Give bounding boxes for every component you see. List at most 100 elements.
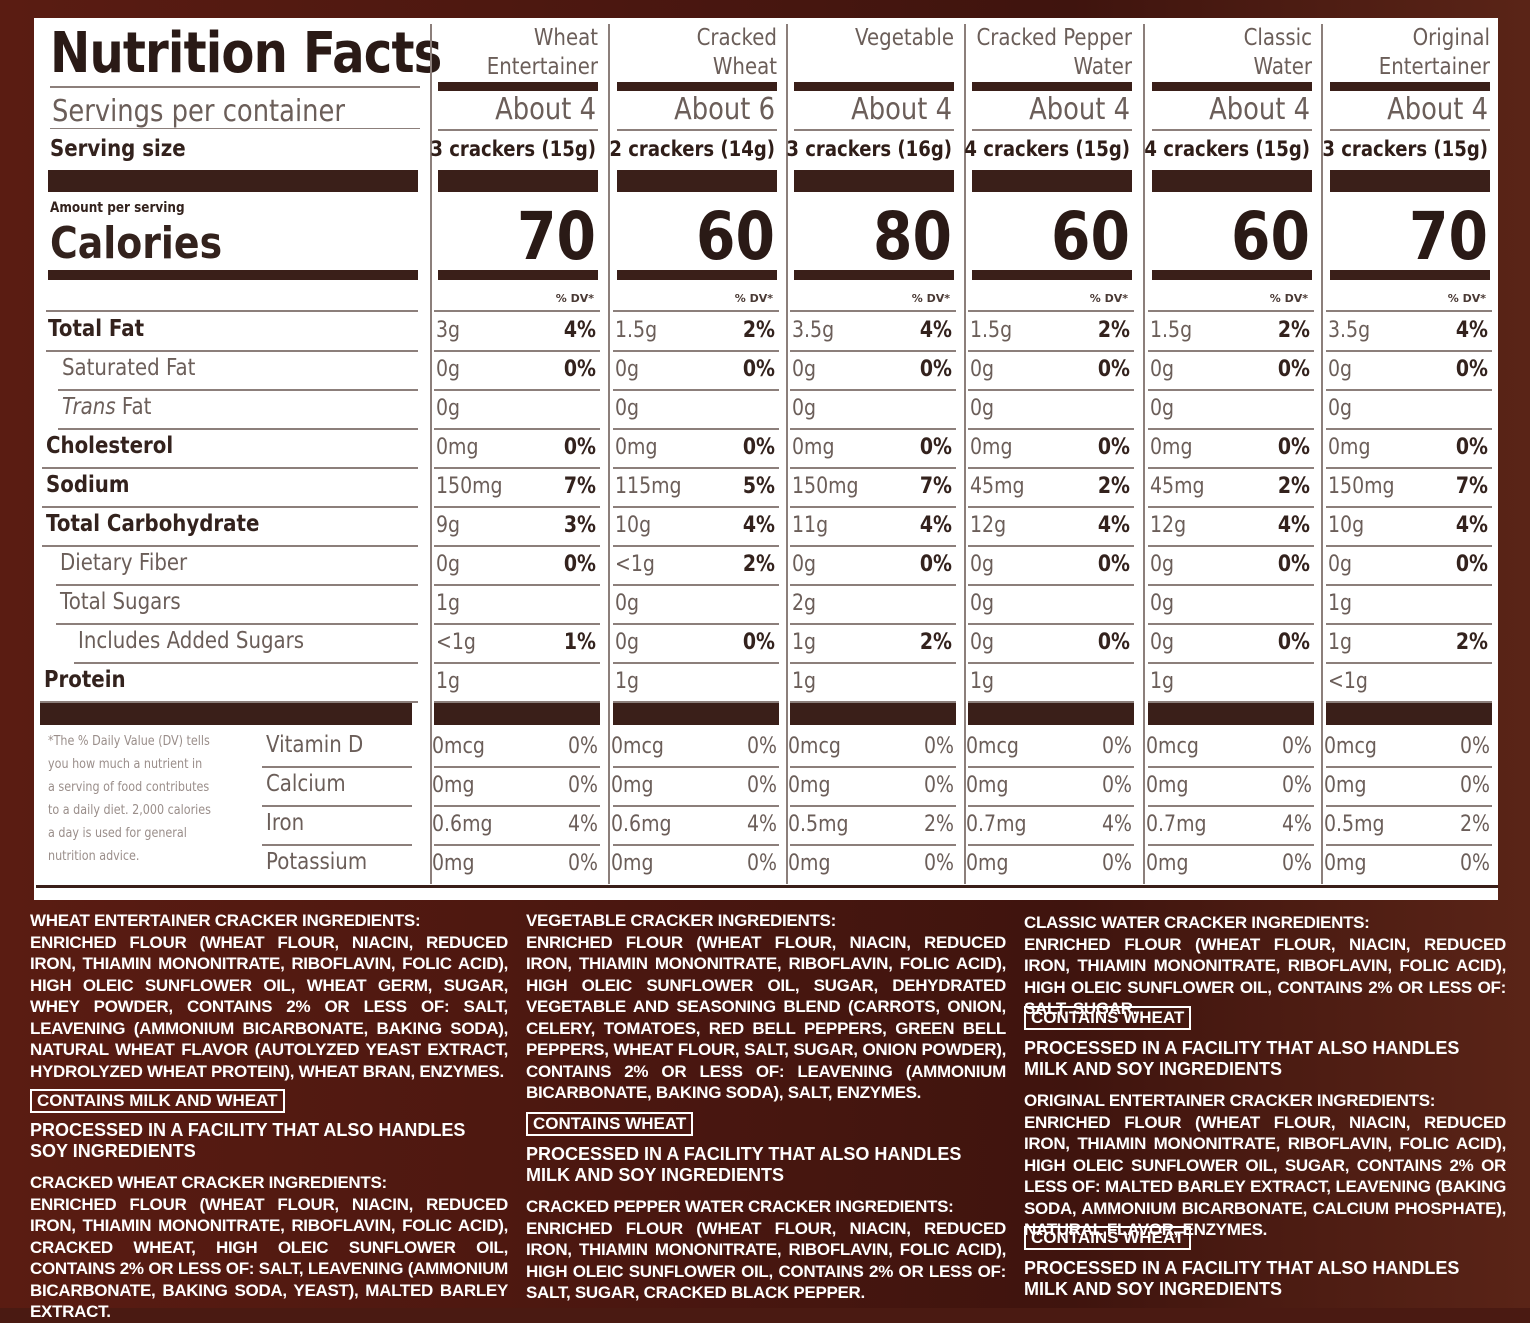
- divider: [968, 701, 1134, 703]
- nutrient-daily-value: 0%: [1097, 435, 1130, 460]
- divider: [434, 310, 600, 312]
- vitamin-amount: 0.5mg: [1324, 812, 1385, 837]
- medium-bar: [438, 270, 598, 280]
- nutrient-daily-value: 0%: [1277, 357, 1310, 382]
- servings-value: About 6: [674, 92, 775, 127]
- nutrient-amount: 0mg: [615, 435, 658, 460]
- facility-note: PROCESSED IN A FACILITY THAT ALSO HANDLE…: [30, 1120, 466, 1161]
- nutrient-amount: 0g: [1150, 396, 1175, 421]
- thick-bar: [438, 170, 598, 192]
- nutrient-label: Protein: [44, 667, 126, 693]
- thick-bar: [1148, 703, 1314, 725]
- serving-size-value: 4 crackers (15g): [964, 137, 1130, 161]
- nutrient-daily-value: 0%: [563, 435, 596, 460]
- divider: [968, 350, 1134, 352]
- divider: [968, 766, 1134, 768]
- column-separator: [430, 24, 432, 884]
- vitamin-daily-value: 2%: [1459, 812, 1490, 837]
- medium-bar: [1152, 270, 1312, 280]
- divider: [434, 506, 600, 508]
- nutrient-amount: 0g: [1328, 552, 1353, 577]
- nutrient-amount: 0g: [792, 357, 817, 382]
- divider: [434, 350, 600, 352]
- divider: [968, 467, 1134, 469]
- divider: [794, 129, 954, 131]
- allergen-badge: CONTAINS WHEAT: [1024, 1226, 1192, 1250]
- ingredients-heading: ORIGINAL ENTERTAINER CRACKER INGREDIENTS…: [1024, 1091, 1436, 1110]
- nutrient-label: Total Sugars: [60, 589, 181, 615]
- cracked-wheat-ingredients: CRACKED WHEAT CRACKER INGREDIENTS: ENRIC…: [30, 1172, 508, 1323]
- nutrient-daily-value: 7%: [919, 474, 952, 499]
- nutrient-label: Includes Added Sugars: [78, 628, 305, 654]
- medium-bar: [1330, 82, 1490, 91]
- divider: [1326, 310, 1492, 312]
- vitamin-daily-value: 0%: [1281, 734, 1312, 759]
- vitamin-daily-value: 0%: [1459, 773, 1490, 798]
- divider: [1326, 506, 1492, 508]
- vegetable-ingredients: VEGETABLE CRACKER INGREDIENTS: ENRICHED …: [526, 910, 1006, 1104]
- divider: [56, 584, 418, 586]
- divider: [1326, 350, 1492, 352]
- vitamin-daily-value: 4%: [746, 812, 777, 837]
- divider: [968, 545, 1134, 547]
- nutrient-daily-value: 2%: [742, 552, 775, 577]
- thick-bar: [613, 703, 779, 725]
- bottom-bar: [36, 885, 1498, 888]
- divider: [1326, 389, 1492, 391]
- nutrient-daily-value: 0%: [1277, 435, 1310, 460]
- divider: [790, 389, 956, 391]
- nutrient-daily-value: 0%: [742, 435, 775, 460]
- nutrient-amount: 10g: [1328, 513, 1365, 538]
- nutrient-amount: 0g: [615, 357, 640, 382]
- nutrient-daily-value: 4%: [919, 318, 952, 343]
- vitamin-daily-value: 0%: [1281, 773, 1312, 798]
- dv-header: % DV*: [1089, 292, 1128, 305]
- medium-bar: [972, 82, 1132, 91]
- medium-bar: [617, 270, 777, 280]
- nutrient-amount: 1.5g: [615, 318, 658, 343]
- nutrient-amount: <1g: [615, 552, 655, 577]
- nutrient-amount: 0g: [792, 552, 817, 577]
- medium-bar: [1330, 270, 1490, 280]
- nutrient-amount: 0g: [436, 396, 461, 421]
- product-name-header: Cracked Pepper Water: [975, 24, 1132, 82]
- ingredients-text: ENRICHED FLOUR (WHEAT FLOUR, NIACIN, RED…: [1024, 934, 1506, 1019]
- cracked-pepper-ingredients: CRACKED PEPPER WATER CRACKER INGREDIENTS…: [526, 1196, 1006, 1304]
- divider: [434, 766, 600, 768]
- nutrient-amount: 1g: [970, 669, 995, 694]
- wheat-entertainer-ingredients: WHEAT ENTERTAINER CRACKER INGREDIENTS: E…: [30, 910, 508, 1082]
- product-name-line1: Classic: [1243, 25, 1312, 51]
- nutrient-amount: 0mg: [970, 435, 1013, 460]
- nutrient-amount: 0g: [1150, 630, 1175, 655]
- dv-header: % DV*: [1269, 292, 1308, 305]
- product-name-header: Classic Water: [1155, 24, 1312, 82]
- nutrient-amount: 0g: [436, 357, 461, 382]
- nutrient-label: Sodium: [46, 472, 130, 498]
- divider: [434, 623, 600, 625]
- nutrient-amount: 12g: [970, 513, 1007, 538]
- vitamin-amount: 0.5mg: [788, 812, 849, 837]
- divider: [790, 545, 956, 547]
- nutrient-label: Total Carbohydrate: [46, 511, 260, 537]
- product-name-line1: Original: [1412, 25, 1490, 51]
- ingredients-text: ENRICHED FLOUR (WHEAT FLOUR, NIACIN, RED…: [30, 1194, 508, 1322]
- divider: [1148, 623, 1314, 625]
- ingredients-heading: WHEAT ENTERTAINER CRACKER INGREDIENTS:: [30, 911, 421, 930]
- divider: [1326, 844, 1492, 846]
- nutrient-daily-value: 0%: [1097, 552, 1130, 577]
- servings-value: About 4: [851, 92, 952, 127]
- nutrient-daily-value: 2%: [1097, 318, 1130, 343]
- vitamin-daily-value: 0%: [567, 851, 598, 876]
- nutrient-amount: 0mg: [1328, 435, 1371, 460]
- serving-size-value: 3 crackers (16g): [786, 137, 952, 161]
- calories-value: 70: [517, 198, 596, 275]
- divider: [790, 428, 956, 430]
- vitamin-daily-value: 0%: [1459, 851, 1490, 876]
- serving-size-label: Serving size: [50, 136, 186, 162]
- vitamin-amount: 0mcg: [611, 734, 664, 759]
- vitamin-daily-value: 4%: [1281, 812, 1312, 837]
- nutrient-daily-value: 0%: [1277, 630, 1310, 655]
- vitamin-daily-value: 0%: [1281, 851, 1312, 876]
- product-name-header: Wheat Entertainer: [441, 24, 598, 82]
- vitamin-label: Iron: [266, 810, 305, 836]
